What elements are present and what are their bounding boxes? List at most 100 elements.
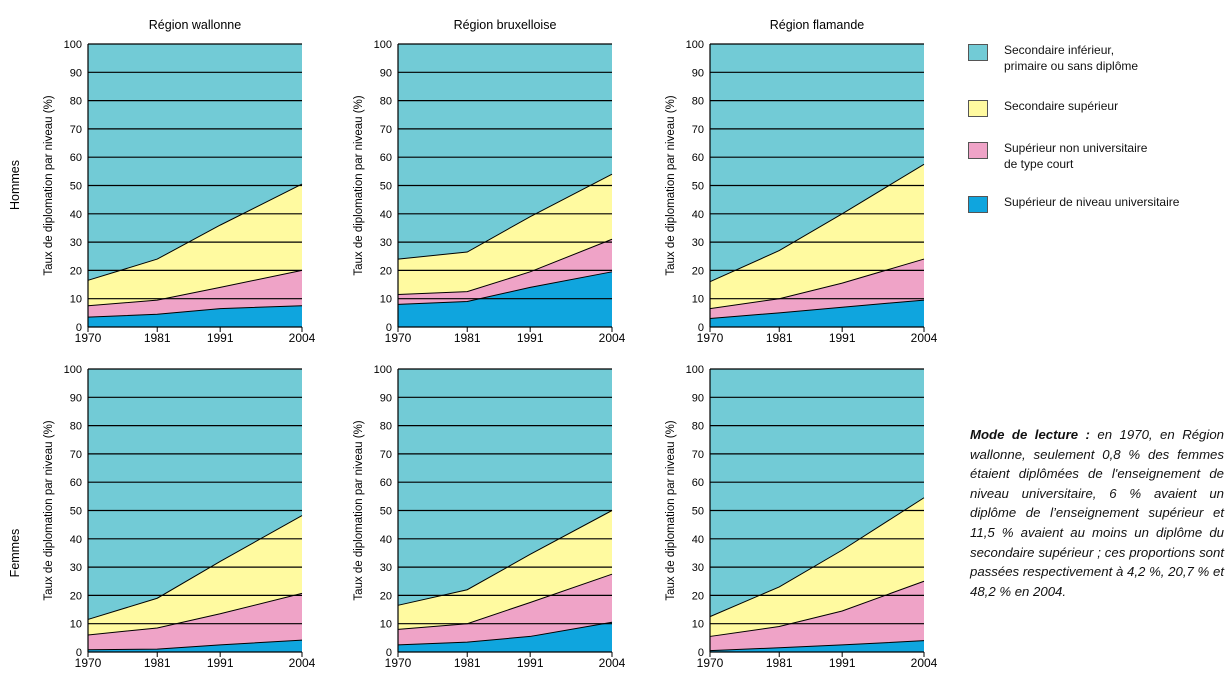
chart-6-ylabel: Taux de diplomation par niveau (%)	[665, 420, 677, 600]
chart-1-ytick: 30	[70, 237, 82, 249]
chart-5-ytick: 20	[380, 590, 392, 602]
chart-2-title: Région bruxelloise	[454, 18, 557, 32]
chart-3-ytick: 100	[686, 39, 704, 51]
chart-2-ytick: 50	[380, 181, 392, 193]
reading-note-lead: Mode de lecture :	[970, 427, 1090, 442]
chart-4-ytick: 0	[76, 647, 82, 659]
chart-6-line-sup-court	[709, 580, 925, 637]
chart-4-line-sup-univ	[87, 639, 303, 651]
chart-1-xtick-label: 1981	[144, 331, 171, 345]
chart-6-line-sup-univ	[709, 640, 925, 652]
chart-4-xtick-label: 1991	[207, 656, 234, 670]
chart-5-ytick: 40	[380, 534, 392, 546]
chart-3-ytick: 70	[692, 124, 704, 136]
chart-3-line-sup-court	[709, 258, 925, 310]
legend-label: Secondaire supérieur	[1004, 99, 1119, 113]
row-label-femmes: Femmes	[8, 529, 22, 578]
chart-4-ytick: 70	[70, 449, 82, 461]
chart-2-line-sec-sup	[397, 173, 613, 260]
chart-6-xtick-label: 1981	[766, 656, 793, 670]
chart-6-ytick: 60	[692, 477, 704, 489]
chart-4-ytick: 10	[70, 619, 82, 631]
chart-6-ytick: 30	[692, 562, 704, 574]
chart-1-xtick-label: 2004	[289, 331, 316, 345]
chart-5-ytick: 50	[380, 506, 392, 518]
chart-3-ytick: 20	[692, 265, 704, 277]
chart-4-ylabel: Taux de diplomation par niveau (%)	[43, 420, 55, 600]
chart-6-ytick: 0	[698, 647, 704, 659]
legend-swatch	[968, 44, 988, 61]
chart-5-area-sup-univ	[398, 622, 612, 652]
chart-4-xtick-label: 2004	[289, 656, 316, 670]
chart-4-ytick: 80	[70, 421, 82, 433]
chart-2-ytick: 0	[386, 322, 392, 334]
chart-6-xtick-label: 1970	[697, 656, 724, 670]
chart-3-xtick-label: 1991	[829, 331, 856, 345]
chart-6-xtick-label: 2004	[911, 656, 938, 670]
chart-3-xtick-label: 1981	[766, 331, 793, 345]
chart-5-ytick: 0	[386, 647, 392, 659]
chart-2-ytick: 40	[380, 209, 392, 221]
chart-5-ytick: 30	[380, 562, 392, 574]
chart-1-line-sup-univ	[87, 305, 303, 318]
chart-3-line-sec-sup	[709, 163, 925, 283]
chart-1-line-sec-sup	[87, 183, 303, 281]
chart-2-ytick: 10	[380, 294, 392, 306]
chart-5-ytick: 100	[374, 364, 392, 376]
chart-6-ytick: 10	[692, 619, 704, 631]
chart-3-area-sup-univ	[710, 300, 924, 327]
chart-2-xtick-label: 1970	[385, 331, 412, 345]
chart-1-ytick: 50	[70, 181, 82, 193]
chart-3-ytick: 90	[692, 67, 704, 79]
chart-1-ytick: 100	[64, 39, 82, 51]
chart-6-ytick: 50	[692, 506, 704, 518]
chart-1-ytick: 10	[70, 294, 82, 306]
chart-4-xtick-label: 1970	[75, 656, 102, 670]
legend-swatch	[968, 142, 988, 159]
chart-3-xtick-label: 2004	[911, 331, 938, 345]
chart-5-ytick: 80	[380, 421, 392, 433]
chart-4-ytick: 50	[70, 506, 82, 518]
chart-6-ytick: 80	[692, 421, 704, 433]
chart-1-line-sup-court	[87, 269, 303, 307]
chart-1-ylabel: Taux de diplomation par niveau (%)	[43, 95, 55, 275]
chart-1-xtick-label: 1991	[207, 331, 234, 345]
chart-6-ytick: 100	[686, 364, 704, 376]
chart-5-xtick-label: 2004	[599, 656, 626, 670]
chart-1-ytick: 90	[70, 67, 82, 79]
chart-5-ytick: 70	[380, 449, 392, 461]
chart-5-line-sup-univ	[397, 621, 613, 646]
chart-1-ytick: 40	[70, 209, 82, 221]
chart-5-xtick-label: 1981	[454, 656, 481, 670]
chart-6-ytick: 90	[692, 392, 704, 404]
chart-2-ylabel: Taux de diplomation par niveau (%)	[353, 95, 365, 275]
reading-note: Mode de lecture : en 1970, en Région wal…	[970, 425, 1224, 601]
legend-swatch	[968, 100, 988, 117]
chart-3-ytick: 30	[692, 237, 704, 249]
chart-1-ytick: 80	[70, 96, 82, 108]
chart-4-ytick: 20	[70, 590, 82, 602]
chart-1-area-sup-univ	[88, 305, 302, 327]
chart-2-line-sup-univ	[397, 271, 613, 305]
chart-3-ytick: 50	[692, 181, 704, 193]
chart-4-ytick: 100	[64, 364, 82, 376]
chart-5-line-sup-court	[397, 573, 613, 630]
chart-5-ytick: 90	[380, 392, 392, 404]
chart-6-ytick: 70	[692, 449, 704, 461]
chart-3-ylabel: Taux de diplomation par niveau (%)	[665, 95, 677, 275]
chart-2-ytick: 20	[380, 265, 392, 277]
chart-4-ytick: 90	[70, 392, 82, 404]
chart-1-ytick: 70	[70, 124, 82, 136]
chart-1-xtick-label: 1970	[75, 331, 102, 345]
row-label-hommes: Hommes	[8, 160, 22, 210]
chart-2-xtick-label: 1991	[517, 331, 544, 345]
chart-2-ytick: 100	[374, 39, 392, 51]
chart-6-ytick: 40	[692, 534, 704, 546]
chart-5-ytick: 10	[380, 619, 392, 631]
chart-4-xtick-label: 1981	[144, 656, 171, 670]
chart-2-ytick: 70	[380, 124, 392, 136]
legend-label: Supérieur non universitaire de type cour…	[1004, 141, 1148, 171]
chart-1-ytick: 20	[70, 265, 82, 277]
chart-1-ytick: 0	[76, 322, 82, 334]
